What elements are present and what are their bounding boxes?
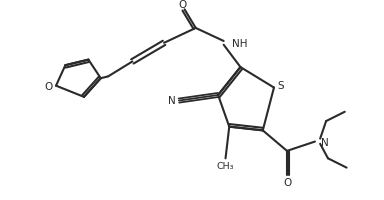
Text: O: O [283, 177, 291, 187]
Text: CH₃: CH₃ [217, 161, 234, 170]
Text: O: O [45, 81, 53, 91]
Text: N: N [168, 95, 175, 105]
Text: NH: NH [232, 39, 247, 49]
Text: O: O [179, 0, 187, 10]
Text: N: N [321, 137, 328, 147]
Text: S: S [277, 81, 284, 90]
